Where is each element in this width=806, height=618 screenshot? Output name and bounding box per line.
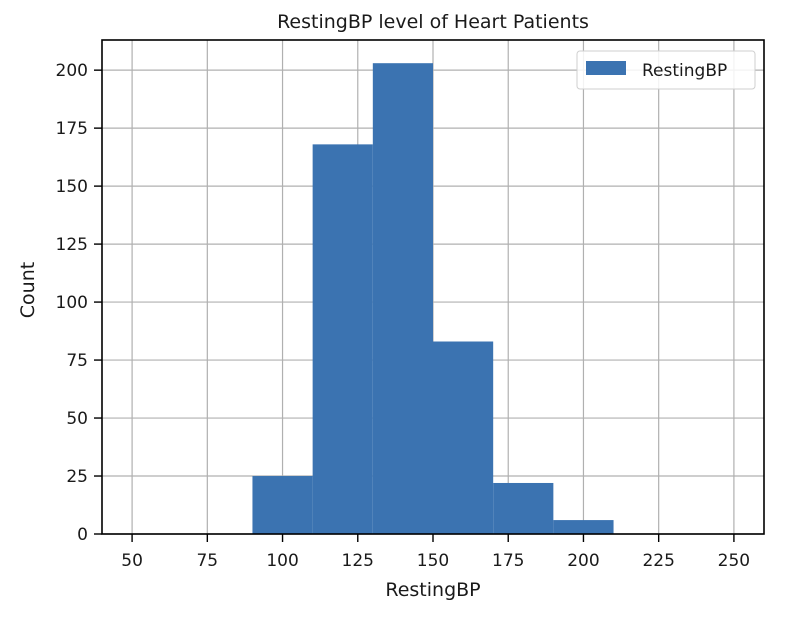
x-tick-label: 75: [196, 551, 218, 571]
y-tick-label: 150: [56, 177, 88, 197]
histogram-bar: [433, 341, 494, 534]
y-tick-label: 0: [77, 525, 88, 545]
histogram-bar: [493, 482, 554, 534]
y-tick-label: 100: [56, 293, 88, 313]
y-tick-label: 75: [66, 351, 88, 371]
legend: RestingBP: [576, 50, 756, 90]
histogram-bar: [553, 520, 614, 534]
legend-box: [576, 50, 756, 90]
y-axis-label: Count: [17, 262, 39, 318]
histogram-bar: [372, 63, 433, 534]
y-tick-label: 200: [56, 61, 88, 81]
x-tick-label: 175: [492, 551, 524, 571]
x-tick-label: 200: [567, 551, 599, 571]
y-tick-label: 125: [56, 235, 88, 255]
x-tick-label: 225: [642, 551, 674, 571]
x-tick-label: 150: [417, 551, 449, 571]
y-tick-label: 25: [66, 467, 88, 487]
x-tick-label: 100: [266, 551, 298, 571]
x-tick-label: 125: [342, 551, 374, 571]
y-axis-ticks: 0 25 50 75 100 125 150 175 200: [56, 61, 102, 545]
x-tick-label: 50: [121, 551, 143, 571]
histogram-bar: [252, 476, 313, 534]
legend-label: RestingBP: [642, 61, 727, 81]
chart-title: RestingBP level of Heart Patients: [277, 11, 589, 33]
x-axis-ticks: 50 75 100 125 150 175 200 225 250: [121, 534, 750, 571]
y-tick-label: 50: [66, 409, 88, 429]
x-tick-label: 250: [718, 551, 750, 571]
histogram-bar: [312, 144, 373, 534]
bars: [252, 63, 614, 534]
y-tick-label: 175: [56, 119, 88, 139]
legend-swatch: [586, 61, 626, 75]
x-axis-label: RestingBP: [385, 579, 480, 601]
